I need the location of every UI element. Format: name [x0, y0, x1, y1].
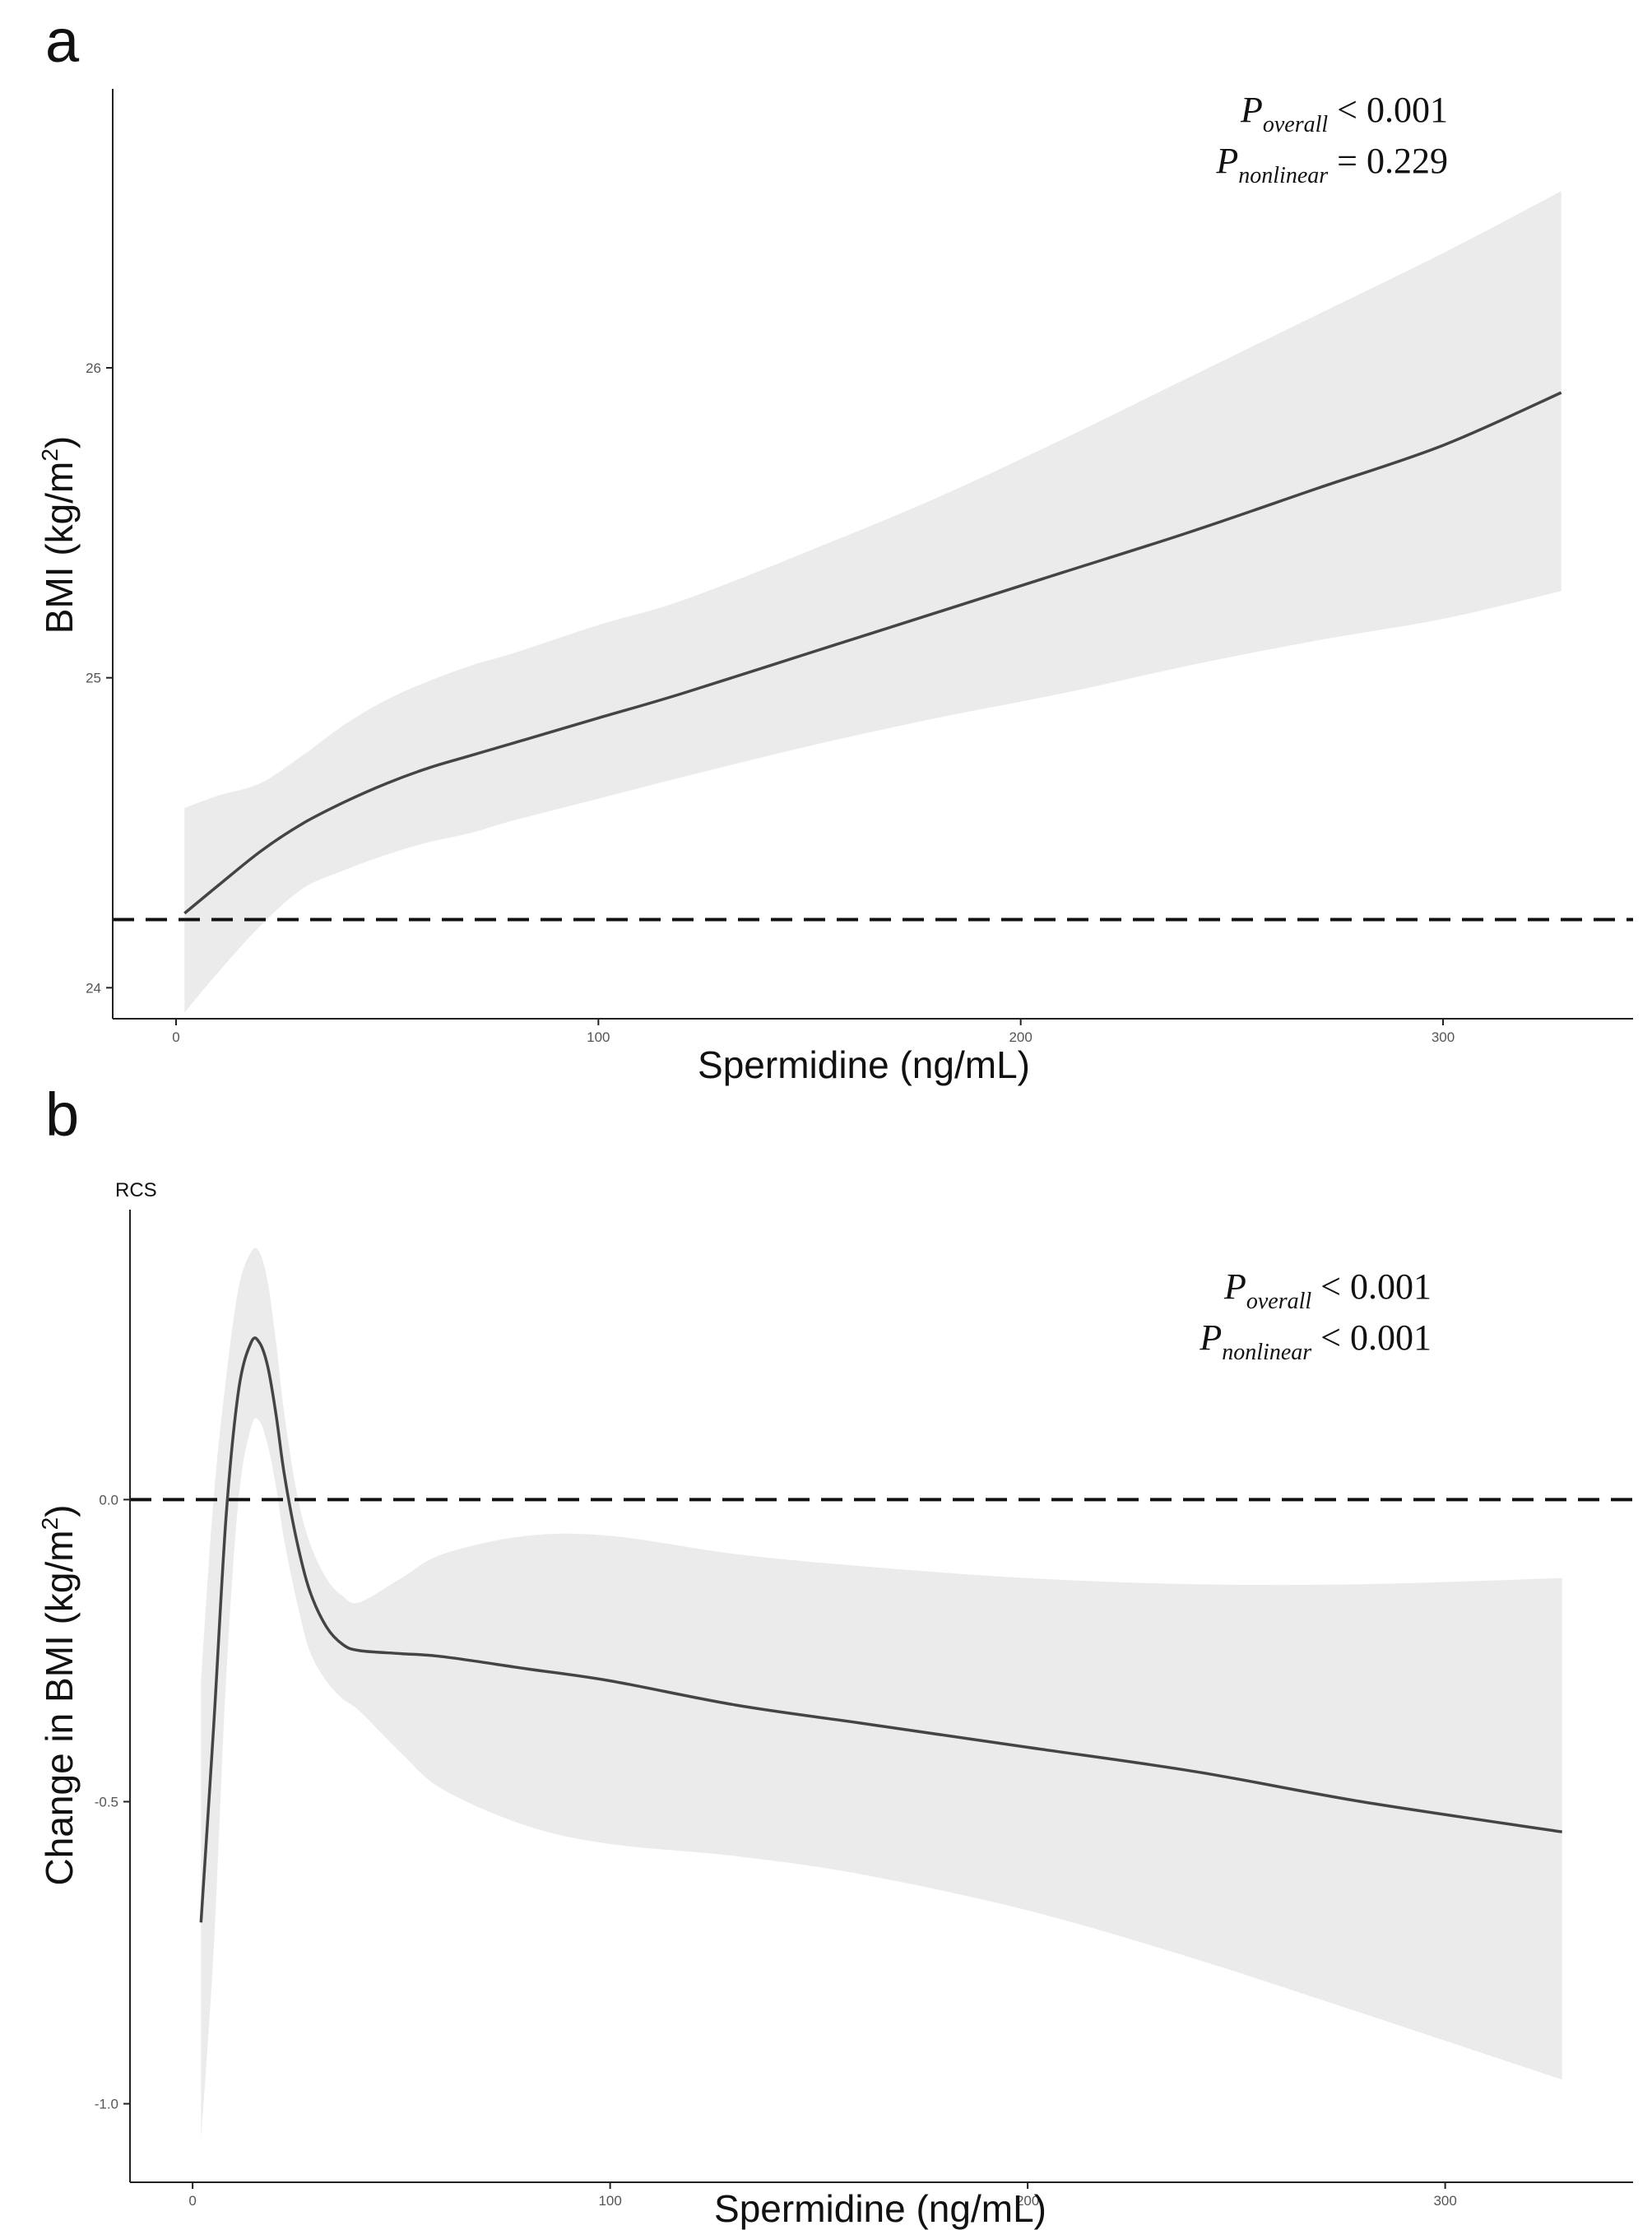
- x-tick-label: 100: [587, 1029, 610, 1045]
- y-tick-label: 26: [86, 360, 101, 376]
- panel-b-subtitle: RCS: [115, 1179, 157, 1201]
- panel-a-label: a: [45, 7, 80, 75]
- panel-b: b RCS -1.0 -0.5 0.0 0 100 200 300 Poverall < …: [37, 1080, 1633, 2230]
- x-axis-title: Spermidine (ng/mL): [698, 1043, 1030, 1086]
- panel-b-label: b: [45, 1080, 79, 1149]
- p-nonlinear-annotation: Pnonlinear < 0.001: [1199, 1317, 1432, 1365]
- y-tick-label: -1.0: [95, 2097, 118, 2112]
- x-axis-title: Spermidine (ng/mL): [714, 2187, 1046, 2230]
- x-tick-label: 300: [1433, 2193, 1456, 2209]
- panel-a: a 24 25 26 0 100 200 300 Poverall < 0.001 Pno…: [37, 7, 1633, 1086]
- estimate-curve: [183, 391, 1562, 915]
- y-tick-label: 0.0: [99, 1492, 118, 1508]
- y-tick-label: 25: [86, 671, 101, 686]
- p-overall-annotation: Poverall < 0.001: [1240, 90, 1448, 137]
- x-tick-label: 0: [172, 1029, 179, 1045]
- x-tick-label: 100: [598, 2193, 621, 2209]
- p-overall-annotation: Poverall < 0.001: [1223, 1266, 1432, 1314]
- p-nonlinear-annotation: Pnonlinear = 0.229: [1215, 141, 1448, 188]
- x-tick-label: 200: [1009, 1029, 1032, 1045]
- confidence-band: [184, 191, 1562, 1013]
- confidence-band: [201, 1247, 1562, 2140]
- y-axis-title: BMI (kg/m2): [37, 436, 81, 634]
- y-axis-title: Change in BMI (kg/m2): [37, 1505, 81, 1886]
- x-tick-label: 200: [1016, 2193, 1039, 2209]
- y-tick-label: -0.5: [95, 1794, 118, 1810]
- estimate-curve: [199, 1336, 1562, 1923]
- x-tick-label: 0: [188, 2193, 196, 2209]
- x-tick-label: 300: [1432, 1029, 1455, 1045]
- y-tick-label: 24: [86, 980, 101, 996]
